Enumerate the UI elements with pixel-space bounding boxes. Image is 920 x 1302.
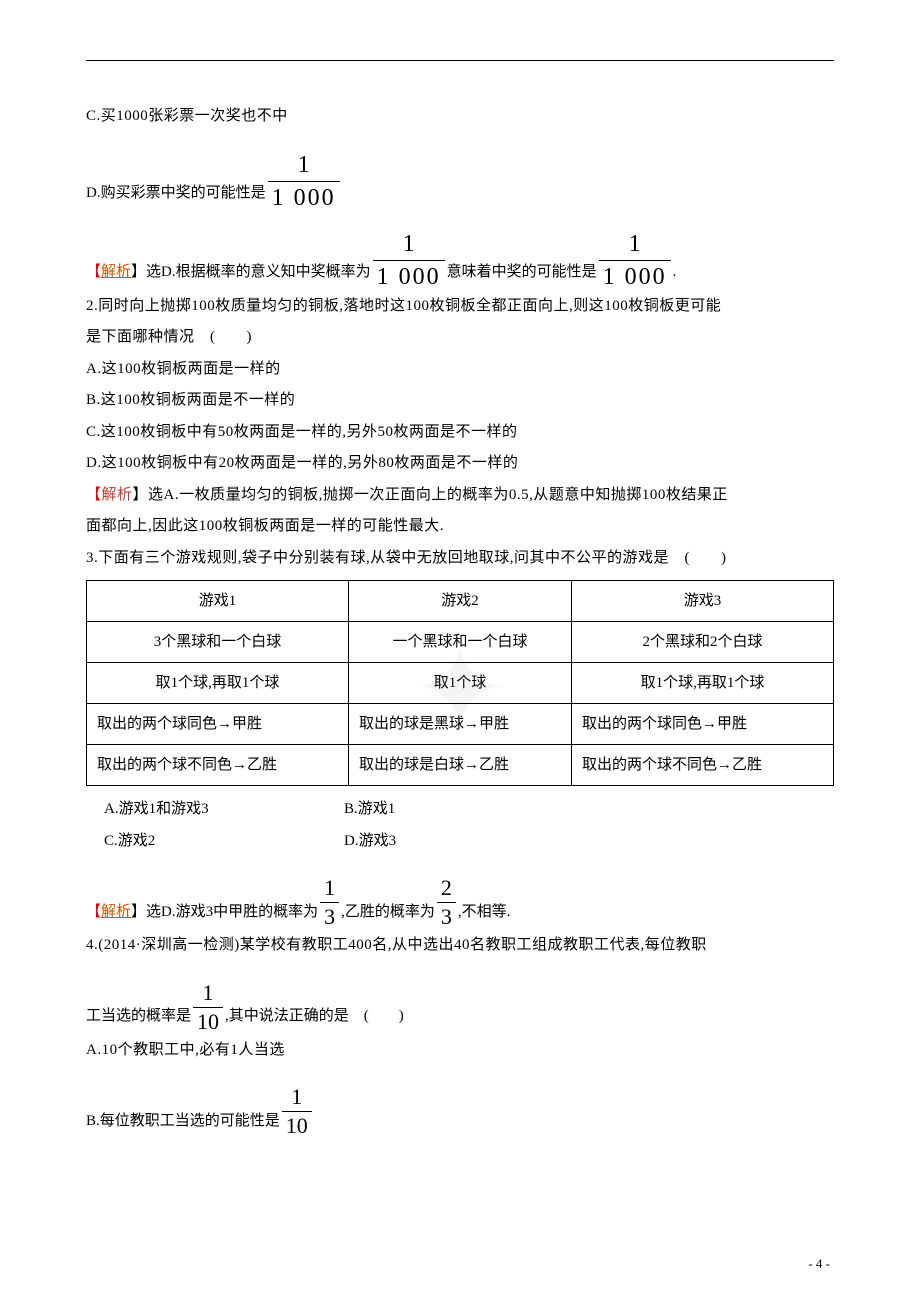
analysis-text-2: 意味着中奖的可能性是	[447, 257, 597, 291]
th-game1: 游戏1	[87, 581, 349, 622]
q2-option-a: A.这100枚铜板两面是一样的	[86, 354, 834, 386]
analysis-label: 解析	[101, 897, 131, 931]
table-row-2: 取1个球,再取1个球 取1个球 取1个球,再取1个球	[87, 663, 834, 704]
q3-option-a: A.游戏1和游戏3	[104, 794, 304, 826]
bracket-open: 【	[86, 487, 102, 503]
bracket-open: 【	[86, 897, 101, 931]
q2-option-c: C.这100枚铜板中有50枚两面是一样的,另外50枚两面是不一样的	[86, 417, 834, 449]
bracket-open: 【	[86, 257, 101, 291]
fraction-1-10: 1 10	[193, 980, 223, 1035]
q4-stem2-pre: 工当选的概率是	[86, 1001, 191, 1035]
q2-option-d: D.这100枚铜板中有20枚两面是一样的,另外80枚两面是不一样的	[86, 448, 834, 480]
analysis-tail: .	[673, 257, 677, 291]
th-game3: 游戏3	[571, 581, 833, 622]
fraction-2-3: 2 3	[437, 875, 456, 930]
q3-stem: 3.下面有三个游戏规则,袋子中分别装有球,从袋中无放回地取球,问其中不公平的游戏…	[86, 543, 834, 575]
fraction-1-3: 1 3	[320, 875, 339, 930]
q2-stem-2: 是下面哪种情况 ( )	[86, 322, 834, 354]
q3-option-c: C.游戏2	[104, 826, 304, 858]
analysis-text-1: 】选D.根据概率的意义知中奖概率为	[131, 257, 371, 291]
q2-analysis-body1: 】选A.一枚质量均匀的铜板,抛掷一次正面向上的概率为0.5,从题意中知抛掷100…	[133, 487, 728, 503]
fraction-1-1000-b: 1 1 000	[373, 230, 445, 291]
q3-analysis: 【 解析 】选D.游戏3中甲胜的概率为 1 3 ,乙胜的概率为 2 3 ,不相等…	[86, 875, 834, 930]
game-table: 游戏1 游戏2 游戏3 3个黑球和一个白球 一个黑球和一个白球 2个黑球和2个白…	[86, 580, 834, 786]
q2-stem-1: 2.同时向上抛掷100枚质量均匀的铜板,落地时这100枚铜板全都正面向上,则这1…	[86, 291, 834, 323]
page-number: - 4 -	[808, 1256, 830, 1272]
q2-analysis-line2: 面都向上,因此这100枚铜板两面是一样的可能性最大.	[86, 511, 834, 543]
q4-stem2: 工当选的概率是 1 10 ,其中说法正确的是 ( )	[86, 980, 834, 1035]
fraction-1-1000: 1 1 000	[268, 151, 340, 212]
table-row-1: 3个黑球和一个白球 一个黑球和一个白球 2个黑球和2个白球	[87, 622, 834, 663]
table-head: 游戏1 游戏2 游戏3	[87, 581, 834, 622]
q3-ana-text1: 】选D.游戏3中甲胜的概率为	[131, 897, 318, 931]
q3-ana-text2: ,乙胜的概率为	[341, 897, 435, 931]
q3-options-row2: C.游戏2 D.游戏3	[86, 826, 834, 858]
top-rule	[86, 60, 834, 61]
fraction-1-10-b: 1 10	[282, 1084, 312, 1139]
analysis-label: 解析	[102, 487, 133, 503]
q4-option-b: B.每位教职工当选的可能性是 1 10	[86, 1084, 834, 1139]
q3-option-b: B.游戏1	[344, 794, 395, 826]
option-d-text: D.购买彩票中奖的可能性是	[86, 178, 266, 212]
q3-options-row1: A.游戏1和游戏3 B.游戏1	[86, 794, 834, 826]
analysis-label: 解析	[101, 257, 131, 291]
analysis-1: 【 解析 】选D.根据概率的意义知中奖概率为 1 1 000 意味着中奖的可能性…	[86, 230, 834, 291]
page: C.买1000张彩票一次奖也不中 D.购买彩票中奖的可能性是 1 1 000 【…	[0, 0, 920, 1302]
prev-option-d: D.购买彩票中奖的可能性是 1 1 000	[86, 151, 834, 212]
prev-option-c: C.买1000张彩票一次奖也不中	[86, 101, 834, 133]
q4-option-a: A.10个教职工中,必有1人当选	[86, 1035, 834, 1067]
q2-option-b: B.这100枚铜板两面是不一样的	[86, 385, 834, 417]
q3-option-d: D.游戏3	[344, 826, 396, 858]
fraction-1-1000-c: 1 1 000	[599, 230, 671, 291]
q4-b-pre: B.每位教职工当选的可能性是	[86, 1106, 280, 1140]
table-row-4: 取出的两个球不同色→乙胜 取出的球是白球→乙胜 取出的两个球不同色→乙胜	[87, 745, 834, 786]
th-game2: 游戏2	[349, 581, 572, 622]
table-row-3: 取出的两个球同色→甲胜 取出的球是黑球→甲胜 取出的两个球同色→甲胜	[87, 704, 834, 745]
q4-stem1: 4.(2014·深圳高一检测)某学校有教职工400名,从中选出40名教职工组成教…	[86, 930, 834, 962]
q3-ana-tail: ,不相等.	[458, 897, 511, 931]
q4-stem2-post: ,其中说法正确的是 ( )	[225, 1001, 404, 1035]
q2-analysis-line1: 【解析】选A.一枚质量均匀的铜板,抛掷一次正面向上的概率为0.5,从题意中知抛掷…	[86, 480, 834, 512]
